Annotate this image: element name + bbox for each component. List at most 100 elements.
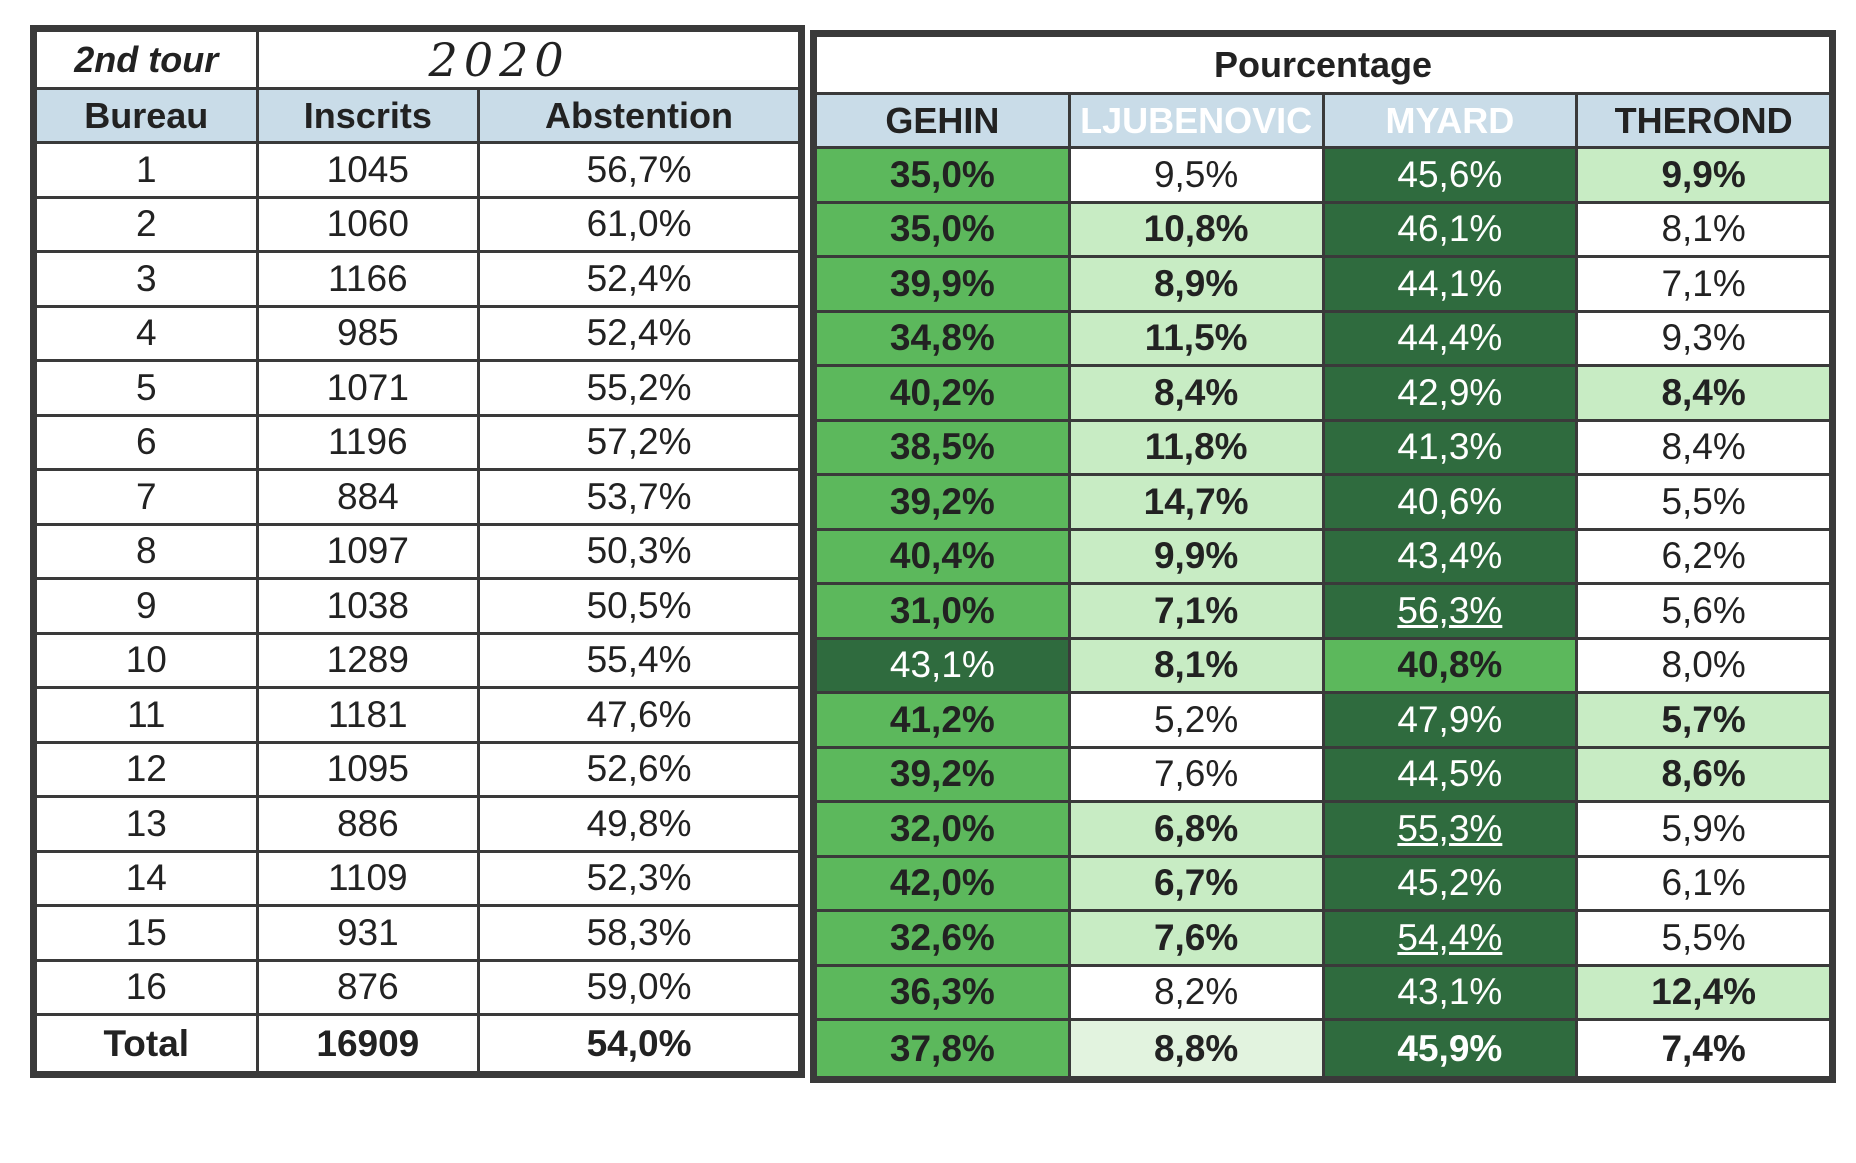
total-inscrits: 16909 bbox=[255, 1013, 481, 1074]
table-row: 43,1% 8,1% 40,8% 8,0% bbox=[814, 636, 1832, 694]
cell-therond: 8,4% bbox=[1575, 418, 1832, 476]
cell-therond: 5,9% bbox=[1575, 800, 1832, 858]
cell-gehin: 40,4% bbox=[814, 527, 1071, 585]
cell-abstention: 61,0% bbox=[477, 195, 801, 253]
cell-gehin: 34,8% bbox=[814, 309, 1071, 367]
cell-therond: 5,5% bbox=[1575, 909, 1832, 967]
cell-bureau: 10 bbox=[34, 631, 259, 689]
cell-inscrits: 876 bbox=[255, 958, 481, 1016]
col-header-gehin: GEHIN bbox=[814, 92, 1071, 149]
cell-abstention: 52,4% bbox=[477, 304, 801, 362]
col-header-therond: THEROND bbox=[1575, 92, 1832, 149]
table-row: 16 876 59,0% bbox=[34, 958, 801, 1016]
cell-inscrits: 884 bbox=[255, 468, 481, 526]
tour-label: 2nd tour bbox=[34, 29, 259, 90]
table-row: 34,8% 11,5% 44,4% 9,3% bbox=[814, 309, 1832, 367]
cell-therond: 8,6% bbox=[1575, 745, 1832, 803]
cell-inscrits: 1289 bbox=[255, 631, 481, 689]
cell-myard: 47,9% bbox=[1321, 691, 1579, 749]
cell-gehin: 35,0% bbox=[814, 200, 1071, 258]
cell-myard: 55,3% bbox=[1321, 800, 1579, 858]
cell-myard: 45,2% bbox=[1321, 854, 1579, 912]
total-abstention: 54,0% bbox=[477, 1013, 801, 1074]
pourcentage-title: Pourcentage bbox=[814, 34, 1832, 95]
cell-inscrits: 1097 bbox=[255, 522, 481, 580]
cell-ljubenovic: 8,9% bbox=[1067, 255, 1325, 313]
cell-ljubenovic: 9,9% bbox=[1067, 527, 1325, 585]
cell-ljubenovic: 7,1% bbox=[1067, 582, 1325, 640]
cell-abstention: 59,0% bbox=[477, 958, 801, 1016]
cell-gehin: 42,0% bbox=[814, 854, 1071, 912]
cell-therond: 9,3% bbox=[1575, 309, 1832, 367]
cell-myard: 40,8% bbox=[1321, 636, 1579, 694]
table-row: 35,0% 9,5% 45,6% 9,9% bbox=[814, 146, 1832, 204]
total-ljubenovic: 8,8% bbox=[1067, 1018, 1325, 1079]
cell-gehin: 40,2% bbox=[814, 364, 1071, 422]
cell-therond: 6,1% bbox=[1575, 854, 1832, 912]
table-row: 4 985 52,4% bbox=[34, 304, 801, 362]
table-row: 14 1109 52,3% bbox=[34, 849, 801, 907]
cell-gehin: 32,0% bbox=[814, 800, 1071, 858]
table-row: 32,6% 7,6% 54,4% 5,5% bbox=[814, 909, 1832, 967]
col-header-abstention: Abstention bbox=[477, 87, 801, 144]
cell-ljubenovic: 5,2% bbox=[1067, 691, 1325, 749]
cell-abstention: 50,3% bbox=[477, 522, 801, 580]
table-row: 40,2% 8,4% 42,9% 8,4% bbox=[814, 364, 1832, 422]
total-therond: 7,4% bbox=[1575, 1018, 1832, 1079]
total-row-right: 37,8% 8,8% 45,9% 7,4% bbox=[814, 1018, 1832, 1079]
cell-myard: 56,3% bbox=[1321, 582, 1579, 640]
cell-abstention: 58,3% bbox=[477, 904, 801, 962]
cell-therond: 8,4% bbox=[1575, 364, 1832, 422]
table-row: 39,2% 14,7% 40,6% 5,5% bbox=[814, 473, 1832, 531]
cell-ljubenovic: 14,7% bbox=[1067, 473, 1325, 531]
cell-gehin: 39,2% bbox=[814, 473, 1071, 531]
table-row: 15 931 58,3% bbox=[34, 904, 801, 962]
table-row: 38,5% 11,8% 41,3% 8,4% bbox=[814, 418, 1832, 476]
table-row: 41,2% 5,2% 47,9% 5,7% bbox=[814, 691, 1832, 749]
cell-ljubenovic: 7,6% bbox=[1067, 909, 1325, 967]
table-row: 31,0% 7,1% 56,3% 5,6% bbox=[814, 582, 1832, 640]
cell-abstention: 55,4% bbox=[477, 631, 801, 689]
cell-gehin: 35,0% bbox=[814, 146, 1071, 204]
col-header-inscrits: Inscrits bbox=[255, 87, 481, 144]
cell-bureau: 15 bbox=[34, 904, 259, 962]
table-row: 10 1289 55,4% bbox=[34, 631, 801, 689]
cell-myard: 44,4% bbox=[1321, 309, 1579, 367]
cell-abstention: 49,8% bbox=[477, 795, 801, 853]
total-label: Total bbox=[34, 1013, 259, 1074]
table-row: 39,9% 8,9% 44,1% 7,1% bbox=[814, 255, 1832, 313]
cell-ljubenovic: 8,4% bbox=[1067, 364, 1325, 422]
cell-inscrits: 1181 bbox=[255, 686, 481, 744]
cell-myard: 43,1% bbox=[1321, 963, 1579, 1021]
cell-bureau: 8 bbox=[34, 522, 259, 580]
cell-bureau: 7 bbox=[34, 468, 259, 526]
cell-inscrits: 1109 bbox=[255, 849, 481, 907]
cell-bureau: 16 bbox=[34, 958, 259, 1016]
cell-inscrits: 1038 bbox=[255, 577, 481, 635]
cell-bureau: 14 bbox=[34, 849, 259, 907]
cell-bureau: 2 bbox=[34, 195, 259, 253]
cell-myard: 46,1% bbox=[1321, 200, 1579, 258]
cell-abstention: 52,6% bbox=[477, 740, 801, 798]
table-row: 39,2% 7,6% 44,5% 8,6% bbox=[814, 745, 1832, 803]
cell-bureau: 3 bbox=[34, 250, 259, 308]
percentage-table: Pourcentage GEHIN LJUBENOVIC MYARD THERO… bbox=[810, 30, 1836, 1083]
cell-myard: 43,4% bbox=[1321, 527, 1579, 585]
cell-myard: 44,1% bbox=[1321, 255, 1579, 313]
cell-ljubenovic: 11,8% bbox=[1067, 418, 1325, 476]
table-row: 8 1097 50,3% bbox=[34, 522, 801, 580]
cell-gehin: 38,5% bbox=[814, 418, 1071, 476]
cell-inscrits: 1045 bbox=[255, 141, 481, 199]
col-header-ljubenovic: LJUBENOVIC bbox=[1067, 92, 1325, 149]
cell-ljubenovic: 8,1% bbox=[1067, 636, 1325, 694]
table-row: 1 1045 56,7% bbox=[34, 141, 801, 199]
cell-therond: 8,0% bbox=[1575, 636, 1832, 694]
cell-bureau: 11 bbox=[34, 686, 259, 744]
cell-bureau: 12 bbox=[34, 740, 259, 798]
table-row: 12 1095 52,6% bbox=[34, 740, 801, 798]
total-myard: 45,9% bbox=[1321, 1018, 1579, 1079]
cell-abstention: 50,5% bbox=[477, 577, 801, 635]
col-header-bureau: Bureau bbox=[34, 87, 259, 144]
cell-ljubenovic: 10,8% bbox=[1067, 200, 1325, 258]
